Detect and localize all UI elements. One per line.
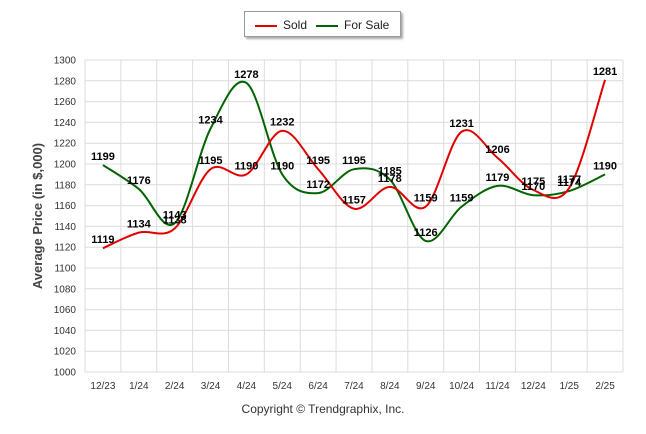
data-label-sold: 1190 [234, 160, 258, 172]
data-label-forsale: 1174 [557, 177, 582, 189]
data-label-forsale: 1199 [91, 151, 115, 163]
data-label-forsale: 1234 [198, 115, 223, 127]
grid [84, 59, 624, 373]
x-tick-label: 1/24 [129, 381, 149, 392]
x-tick-label: 2/24 [165, 381, 185, 392]
y-tick-label: 1060 [54, 305, 77, 316]
data-label-forsale: 1190 [593, 160, 617, 172]
data-label-forsale: 1179 [486, 172, 510, 184]
y-tick-label: 1240 [54, 118, 77, 129]
x-axis-ticks: 12/23 1/24 2/24 3/24 4/24 5/24 6/24 7/24 8/24 9/2… [90, 381, 615, 392]
x-tick-label: 4/24 [237, 381, 257, 392]
y-tick-label: 1040 [54, 326, 77, 337]
data-label-sold: 1175 [521, 176, 545, 188]
data-label-sold: 1159 [414, 193, 438, 205]
data-label-forsale: 1126 [414, 227, 438, 239]
data-label-sold: 1178 [378, 173, 402, 185]
y-tick-label: 1100 [54, 264, 76, 275]
copyright: Copyright © Trendgraphix, Inc. [241, 402, 405, 416]
y-tick-label: 1000 [54, 368, 77, 379]
data-label-forsale: 1170 [521, 181, 545, 193]
y-tick-label: 1080 [54, 284, 77, 295]
legend-label-forsale: For Sale [344, 18, 390, 32]
x-tick-label: 8/24 [380, 381, 400, 392]
legend: Sold For Sale [244, 11, 401, 37]
x-tick-label: 11/24 [485, 381, 510, 392]
y-tick-label: 1300 [54, 56, 77, 67]
legend-item-forsale: For Sale [316, 18, 389, 32]
data-label-sold: 1232 [270, 117, 294, 129]
data-label-forsale: 1278 [234, 69, 258, 81]
legend-swatch-sold [255, 24, 277, 27]
x-tick-label: 12/24 [521, 381, 546, 392]
data-label-forsale: 1172 [306, 179, 330, 191]
y-tick-label: 1280 [54, 76, 77, 87]
data-label-forsale: 1185 [378, 166, 402, 178]
x-tick-label: 9/24 [416, 381, 436, 392]
legend-item-sold: Sold [255, 18, 307, 32]
x-tick-label: 5/24 [273, 381, 293, 392]
legend-swatch-forsale [316, 24, 338, 27]
data-label-sold: 1157 [342, 195, 366, 207]
y-axis-label: Average Price (in $,000) [30, 143, 45, 289]
data-label-forsale: 1176 [127, 175, 151, 187]
data-label-forsale: 1143 [163, 209, 187, 221]
y-tick-label: 1160 [54, 201, 76, 212]
y-axis-ticks: 1000 1020 1040 1060 1080 1100 1120 1140 1160 1180… [54, 56, 77, 379]
y-tick-label: 1020 [54, 347, 77, 358]
series-line-sold [102, 79, 607, 250]
x-tick-label: 6/24 [308, 381, 328, 392]
data-label-forsale: 1195 [342, 155, 366, 167]
legend-label-sold: Sold [283, 18, 308, 32]
data-label-forsale: 1190 [270, 160, 294, 172]
x-tick-label: 2/25 [595, 381, 615, 392]
series-lines [102, 79, 607, 250]
x-tick-label: 1/25 [559, 381, 579, 392]
data-label-sold: 1138 [163, 214, 187, 226]
y-tick-label: 1220 [54, 139, 77, 150]
x-tick-label: 3/24 [201, 381, 221, 392]
data-label-sold: 1281 [593, 66, 617, 78]
x-tick-label: 10/24 [449, 381, 474, 392]
data-label-sold: 1134 [127, 219, 152, 231]
x-tick-label: 12/23 [90, 381, 115, 392]
data-label-sold: 1231 [449, 118, 473, 130]
series-line-forsale [102, 80, 606, 243]
y-tick-label: 1180 [54, 180, 76, 191]
y-tick-label: 1120 [54, 243, 76, 254]
y-tick-label: 1140 [54, 222, 76, 233]
data-label-sold: 1119 [91, 234, 114, 246]
y-tick-label: 1200 [54, 160, 77, 171]
data-labels: 1119 1134 1138 1195 1190 1232 1195 1157 1178 1159… [91, 66, 617, 246]
y-tick-label: 1260 [54, 97, 77, 108]
x-tick-label: 7/24 [344, 381, 364, 392]
data-label-sold: 1195 [306, 155, 330, 167]
data-label-sold: 1195 [199, 155, 223, 167]
data-label-sold: 1177 [557, 174, 581, 186]
data-label-forsale: 1159 [450, 193, 474, 205]
data-label-sold: 1206 [485, 144, 509, 156]
